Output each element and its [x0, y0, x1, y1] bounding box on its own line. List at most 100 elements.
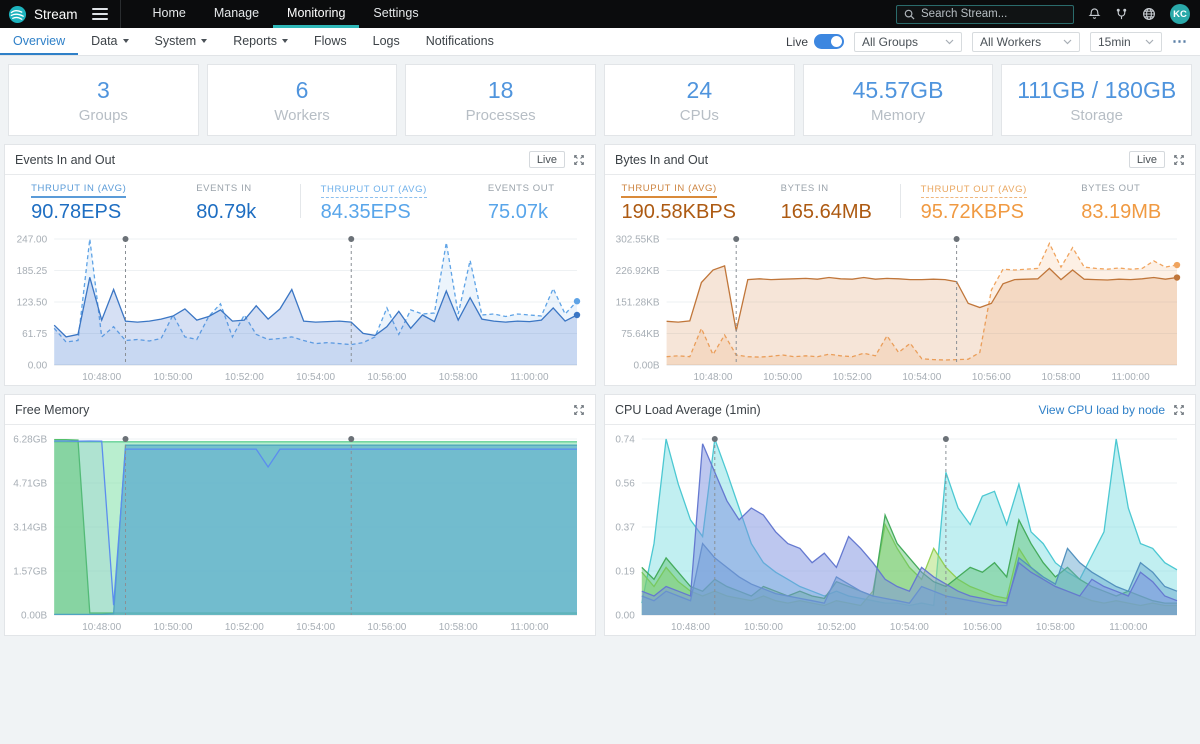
- chevron-down-icon: [1145, 39, 1154, 44]
- svg-text:10:58:00: 10:58:00: [1036, 622, 1075, 633]
- svg-text:10:54:00: 10:54:00: [296, 622, 335, 633]
- metric-thruput-in[interactable]: THRUPUT IN (AVG) 190.58KBPS: [621, 183, 737, 223]
- metric-thruput-in[interactable]: THRUPUT IN (AVG) 90.78EPS: [31, 183, 127, 223]
- version-branch-icon[interactable]: [1115, 8, 1128, 21]
- metric-events-out[interactable]: EVENTS OUT 75.07k: [487, 183, 555, 223]
- svg-text:10:48:00: 10:48:00: [671, 622, 710, 633]
- svg-text:1.57GB: 1.57GB: [13, 567, 47, 578]
- svg-text:10:56:00: 10:56:00: [963, 622, 1002, 633]
- svg-text:10:48:00: 10:48:00: [82, 372, 121, 383]
- stat-card-memory[interactable]: 45.57GB Memory: [802, 64, 994, 136]
- search-icon: [904, 9, 915, 20]
- svg-text:10:48:00: 10:48:00: [82, 622, 121, 633]
- top-nav-home[interactable]: Home: [152, 5, 186, 20]
- search-input[interactable]: [921, 8, 1066, 20]
- stat-card-cpus[interactable]: 24 CPUs: [604, 64, 795, 136]
- tab-overview[interactable]: Overview: [0, 28, 79, 55]
- expand-icon[interactable]: [573, 154, 585, 166]
- live-badge[interactable]: Live: [1128, 151, 1165, 168]
- bytes-chart[interactable]: 0.00B 75.64KB 151.28KB 226.92KB 302.55KB 10:4…: [605, 229, 1193, 385]
- stream-logo-icon: [8, 5, 27, 24]
- stat-card-processes[interactable]: 18 Processes: [405, 64, 597, 136]
- svg-text:10:52:00: 10:52:00: [817, 622, 856, 633]
- svg-text:6.28GB: 6.28GB: [13, 435, 47, 446]
- divider: [300, 184, 301, 218]
- svg-text:0.19: 0.19: [615, 567, 635, 578]
- notifications-bell-icon[interactable]: [1088, 7, 1101, 21]
- top-nav-settings[interactable]: Settings: [373, 5, 419, 20]
- svg-text:10:56:00: 10:56:00: [367, 622, 406, 633]
- metric-bytes-in[interactable]: BYTES IN 165.64MB: [780, 183, 872, 223]
- chevron-down-icon: [201, 39, 208, 43]
- tab-notifications[interactable]: Notifications: [425, 33, 494, 48]
- svg-text:10:52:00: 10:52:00: [833, 372, 872, 383]
- group-filter-select[interactable]: All Groups: [854, 31, 962, 52]
- chevron-down-icon: [1063, 39, 1072, 44]
- svg-text:10:58:00: 10:58:00: [1042, 372, 1081, 383]
- user-avatar[interactable]: KC: [1170, 4, 1190, 24]
- svg-text:226.92KB: 226.92KB: [616, 266, 660, 277]
- expand-icon[interactable]: [573, 404, 585, 416]
- globe-icon[interactable]: [1142, 7, 1156, 21]
- svg-text:10:50:00: 10:50:00: [744, 622, 783, 633]
- svg-text:0.74: 0.74: [615, 435, 635, 446]
- svg-text:0.56: 0.56: [615, 479, 635, 490]
- chevron-down-icon: [945, 39, 954, 44]
- monitoring-sub-nav: Overview Data System Reports Flows Logs …: [0, 28, 1200, 56]
- live-toggle-label: Live: [785, 34, 808, 49]
- metric-thruput-out[interactable]: THRUPUT OUT (AVG) 84.35EPS: [320, 183, 427, 223]
- worker-filter-select[interactable]: All Workers: [972, 31, 1080, 52]
- events-chart[interactable]: 0.00 61.75 123.50 185.25 247.00 10:48:00 10:50…: [5, 229, 593, 385]
- divider: [119, 0, 121, 28]
- svg-text:0.00B: 0.00B: [633, 361, 659, 372]
- panel-cpu-load: CPU Load Average (1min) View CPU load by…: [604, 394, 1196, 636]
- stat-card-groups[interactable]: 3 Groups: [8, 64, 199, 136]
- expand-icon[interactable]: [1173, 154, 1185, 166]
- metric-bytes-out[interactable]: BYTES OUT 83.19MB: [1081, 183, 1162, 223]
- summary-stats-row: 3 Groups 6 Workers 18 Processes 24 CPUs 45.5…: [0, 56, 1200, 136]
- svg-text:10:56:00: 10:56:00: [972, 372, 1011, 383]
- chevron-down-icon: [281, 39, 288, 43]
- metric-thruput-out[interactable]: THRUPUT OUT (AVG) 95.72KBPS: [920, 183, 1027, 223]
- tab-flows[interactable]: Flows: [313, 33, 347, 48]
- svg-text:10:54:00: 10:54:00: [902, 372, 941, 383]
- top-nav-monitoring[interactable]: Monitoring: [273, 0, 360, 28]
- stat-card-workers[interactable]: 6 Workers: [206, 64, 398, 136]
- panel-events-in-out: Events In and Out Live THRUPUT IN (AVG) …: [4, 144, 596, 386]
- svg-text:11:00:00: 11:00:00: [1112, 372, 1151, 383]
- tab-reports[interactable]: Reports: [220, 28, 301, 55]
- hamburger-menu-icon[interactable]: [91, 8, 108, 20]
- panel-bytes-in-out: Bytes In and Out Live THRUPUT IN (AVG) 1…: [604, 144, 1196, 386]
- svg-text:0.00B: 0.00B: [21, 611, 47, 622]
- tab-system[interactable]: System: [142, 28, 221, 55]
- svg-text:0.00: 0.00: [28, 361, 48, 372]
- live-badge[interactable]: Live: [528, 151, 565, 168]
- tab-data[interactable]: Data: [78, 28, 141, 55]
- svg-text:0.00: 0.00: [615, 611, 635, 622]
- stat-card-storage[interactable]: 111GB / 180GB Storage: [1001, 64, 1193, 136]
- panel-title: Bytes In and Out: [615, 152, 709, 167]
- time-range-select[interactable]: 15min: [1090, 31, 1162, 52]
- live-toggle[interactable]: [814, 34, 844, 49]
- svg-text:10:58:00: 10:58:00: [439, 372, 478, 383]
- svg-text:0.37: 0.37: [615, 523, 635, 534]
- global-search[interactable]: [896, 4, 1074, 24]
- svg-text:3.14GB: 3.14GB: [13, 523, 47, 534]
- svg-text:10:48:00: 10:48:00: [694, 372, 733, 383]
- tab-logs[interactable]: Logs: [372, 33, 400, 48]
- divider: [900, 184, 901, 218]
- more-options-button[interactable]: ⋯: [1172, 32, 1188, 50]
- svg-text:10:50:00: 10:50:00: [763, 372, 802, 383]
- svg-text:11:00:00: 11:00:00: [510, 622, 549, 633]
- metric-events-in[interactable]: EVENTS IN 80.79k: [196, 183, 257, 223]
- view-cpu-load-by-node-link[interactable]: View CPU load by node: [1038, 402, 1165, 417]
- top-nav-manage[interactable]: Manage: [213, 5, 260, 20]
- brand[interactable]: Stream: [0, 5, 88, 24]
- svg-text:61.75: 61.75: [22, 329, 47, 340]
- panel-free-memory: Free Memory 0.00B 1.57GB 3.14GB 4.71GB 6.28G…: [4, 394, 596, 636]
- svg-text:247.00: 247.00: [17, 235, 48, 246]
- svg-text:10:52:00: 10:52:00: [225, 622, 264, 633]
- cpu-load-chart[interactable]: 0.00 0.19 0.37 0.56 0.74 10:48:00 10:50:00 10:5…: [605, 429, 1193, 635]
- free-memory-chart[interactable]: 0.00B 1.57GB 3.14GB 4.71GB 6.28GB 10:48:00 10:…: [5, 429, 593, 635]
- expand-icon[interactable]: [1173, 404, 1185, 416]
